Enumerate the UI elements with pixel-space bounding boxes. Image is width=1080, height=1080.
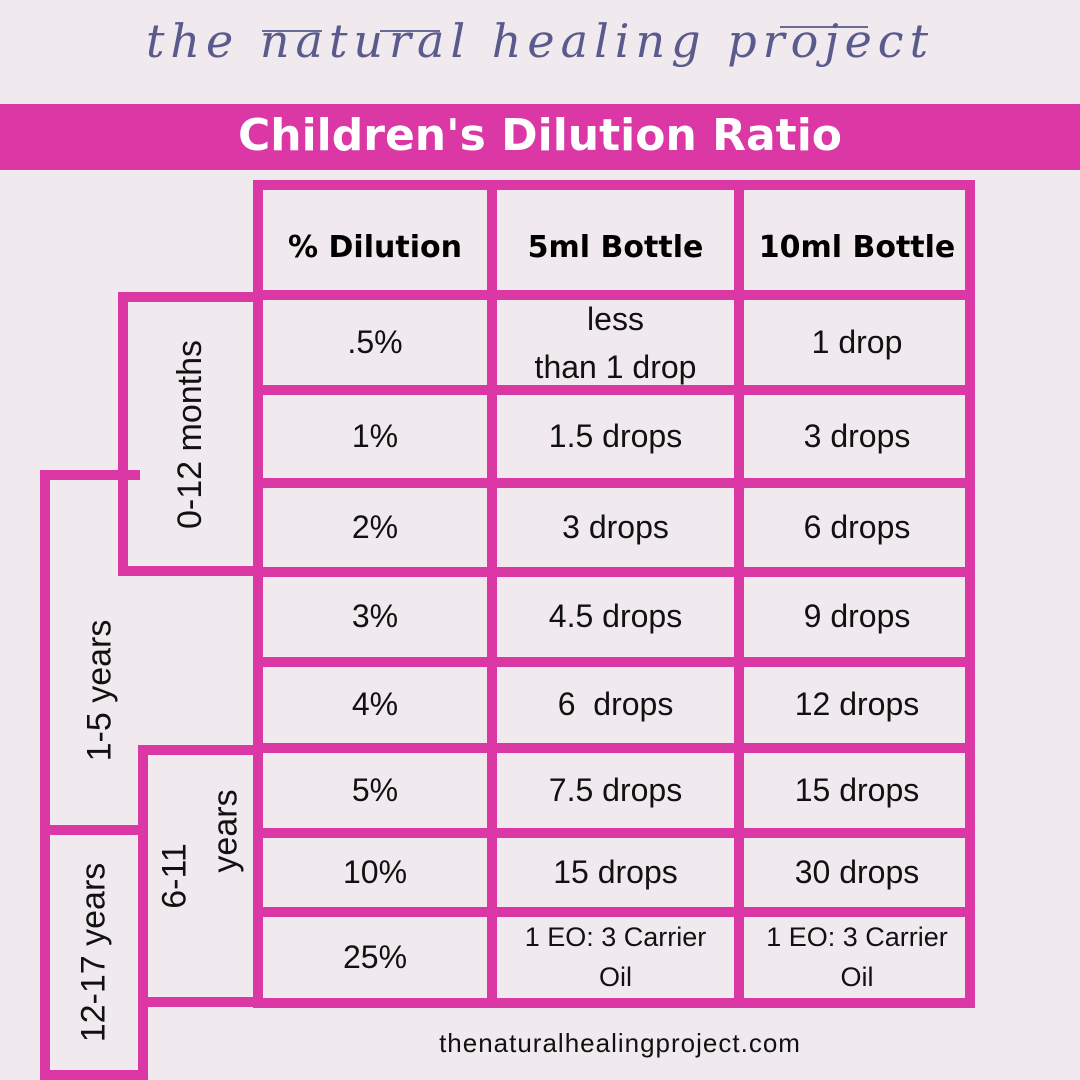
grid-line [253,907,975,917]
age-box-teen [40,825,148,1080]
age-label-child: 6-11 years [155,789,245,909]
cell-dilution: 1% [351,417,399,454]
cell-dilution: 2% [351,508,399,545]
title-banner: Children's Dilution Ratio [0,104,1080,170]
page-title: Children's Dilution Ratio [237,110,843,161]
grid-line [253,478,975,488]
cell-10ml: 9 drops [803,598,911,635]
decorative-stroke [262,30,322,32]
brand-script-title: the natural healing project [145,14,935,68]
age-label-toddler: 1-5 years [80,619,119,761]
age-label-infant: 0-12 months [171,339,209,529]
grid-line [253,657,975,667]
cell-10ml: 6 drops [803,508,911,545]
cell-5ml: 6 drops [557,686,674,723]
cell-dilution: 10% [342,853,408,890]
cell-5ml: 1.5 drops [548,417,683,454]
cell-dilution: .5% [347,323,403,360]
grid-line [487,180,497,1008]
cell-10ml: 15 drops [794,771,920,808]
cell-dilution: 4% [351,686,399,723]
cell-10ml: 30 drops [794,853,920,890]
cell-dilution: 5% [351,771,399,808]
cell-5ml: 7.5 drops [548,771,683,808]
cell-10ml: 12 drops [794,686,920,723]
grid-line [253,567,975,577]
grid-line [253,385,975,395]
cell-5ml: 4.5 drops [548,598,683,635]
grid-line [253,290,975,300]
cell-5ml: 15 drops [553,853,678,890]
column-header-dilution: % Dilution [288,229,462,265]
cell-dilution: 25% [342,938,408,975]
cell-10ml: 1 EO: 3 Carrier Oil [766,922,948,992]
grid-line [253,743,975,753]
grid-line [253,828,975,838]
decorative-stroke [780,26,868,28]
column-header-5ml: 5ml Bottle [527,229,704,265]
grid-line [734,180,744,1008]
cell-10ml: 3 drops [803,417,911,454]
cell-dilution: 3% [351,598,399,635]
footer-url: thenaturalhealingproject.com [439,1028,801,1058]
decorative-stroke [380,30,440,32]
cell-5ml: 1 EO: 3 Carrier Oil [524,922,707,992]
cell-5ml: less than 1 drop [534,300,697,385]
cell-5ml: 3 drops [562,508,669,545]
brand-header: the natural healing project [0,0,1080,100]
cell-10ml: 1 drop [811,323,903,360]
dilution-table [253,180,975,1008]
column-header-10ml: 10ml Bottle [758,229,956,265]
